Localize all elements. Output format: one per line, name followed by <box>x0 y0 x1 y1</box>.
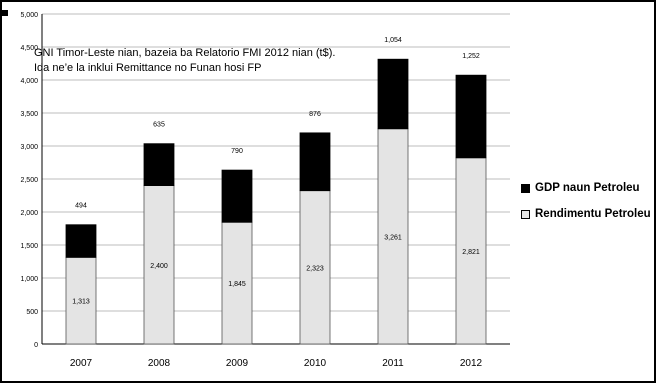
legend-swatch-black <box>521 183 530 193</box>
legend-label-oil-revenue: Rendimentu Petroleu <box>535 208 651 220</box>
y-tick-label: 3,500 <box>20 111 38 118</box>
data-label-non-oil-gdp: 635 <box>153 122 165 129</box>
legend-swatch-grey <box>521 209 530 219</box>
y-tick-label: 3,000 <box>20 144 38 151</box>
legend-item-oil-revenue: Rendimentu Petroleu <box>521 201 651 227</box>
data-label-non-oil-gdp: 790 <box>231 148 243 155</box>
data-label-non-oil-gdp: 494 <box>75 203 87 210</box>
x-tick-label: 2009 <box>226 358 249 369</box>
corner-mark <box>0 10 8 16</box>
y-tick-label: 2,500 <box>20 177 38 184</box>
bar-non-oil-gdp <box>377 58 409 130</box>
y-tick-label: 5,000 <box>20 12 38 19</box>
data-label-oil-revenue: 1,313 <box>72 299 90 306</box>
x-tick-label: 2007 <box>70 358 93 369</box>
x-tick-label: 2011 <box>382 358 404 369</box>
data-label-non-oil-gdp: 876 <box>309 111 321 118</box>
annotation-line-1: GNI Timor-Leste nian, bazeia ba Relatori… <box>34 47 336 59</box>
y-tick-label: 2,000 <box>20 210 38 217</box>
bar-oil-revenue <box>377 128 409 345</box>
y-tick-label: 1,500 <box>20 243 38 250</box>
data-label-oil-revenue: 2,821 <box>462 249 480 256</box>
x-tick-label: 2010 <box>304 358 327 369</box>
annotation-line-2: Ida ne’e la inklui Remittance no Funan h… <box>34 62 262 74</box>
bar-oil-revenue <box>65 256 97 345</box>
y-tick-label: 4,500 <box>20 45 38 52</box>
x-tick-label: 2008 <box>148 358 171 369</box>
bar-non-oil-gdp <box>221 169 253 223</box>
legend: GDP naun Petroleu Rendimentu Petroleu <box>521 175 651 227</box>
bar-non-oil-gdp <box>143 143 175 187</box>
data-label-oil-revenue: 3,261 <box>384 234 402 241</box>
bar-oil-revenue <box>455 157 487 345</box>
legend-item-non-oil-gdp: GDP naun Petroleu <box>521 175 651 201</box>
data-label-oil-revenue: 2,323 <box>306 265 324 272</box>
y-tick-label: 500 <box>26 309 38 316</box>
bar-non-oil-gdp <box>455 74 487 159</box>
data-label-oil-revenue: 2,400 <box>150 263 168 270</box>
x-tick-label: 2012 <box>460 358 483 369</box>
bar-non-oil-gdp <box>65 224 97 258</box>
bar-oil-revenue <box>221 221 253 345</box>
y-tick-label: 0 <box>34 342 38 349</box>
legend-label-non-oil-gdp: GDP naun Petroleu <box>535 182 640 194</box>
y-tick-label: 1,000 <box>20 276 38 283</box>
data-label-non-oil-gdp: 1,252 <box>462 53 480 60</box>
data-label-oil-revenue: 1,845 <box>228 281 246 288</box>
y-tick-label: 4,000 <box>20 78 38 85</box>
data-label-non-oil-gdp: 1,054 <box>384 37 402 44</box>
chart-annotation: GNI Timor-Leste nian, bazeia ba Relatori… <box>34 46 335 76</box>
bar-oil-revenue <box>143 185 175 345</box>
bar-oil-revenue <box>299 190 331 345</box>
bar-non-oil-gdp <box>299 132 331 192</box>
